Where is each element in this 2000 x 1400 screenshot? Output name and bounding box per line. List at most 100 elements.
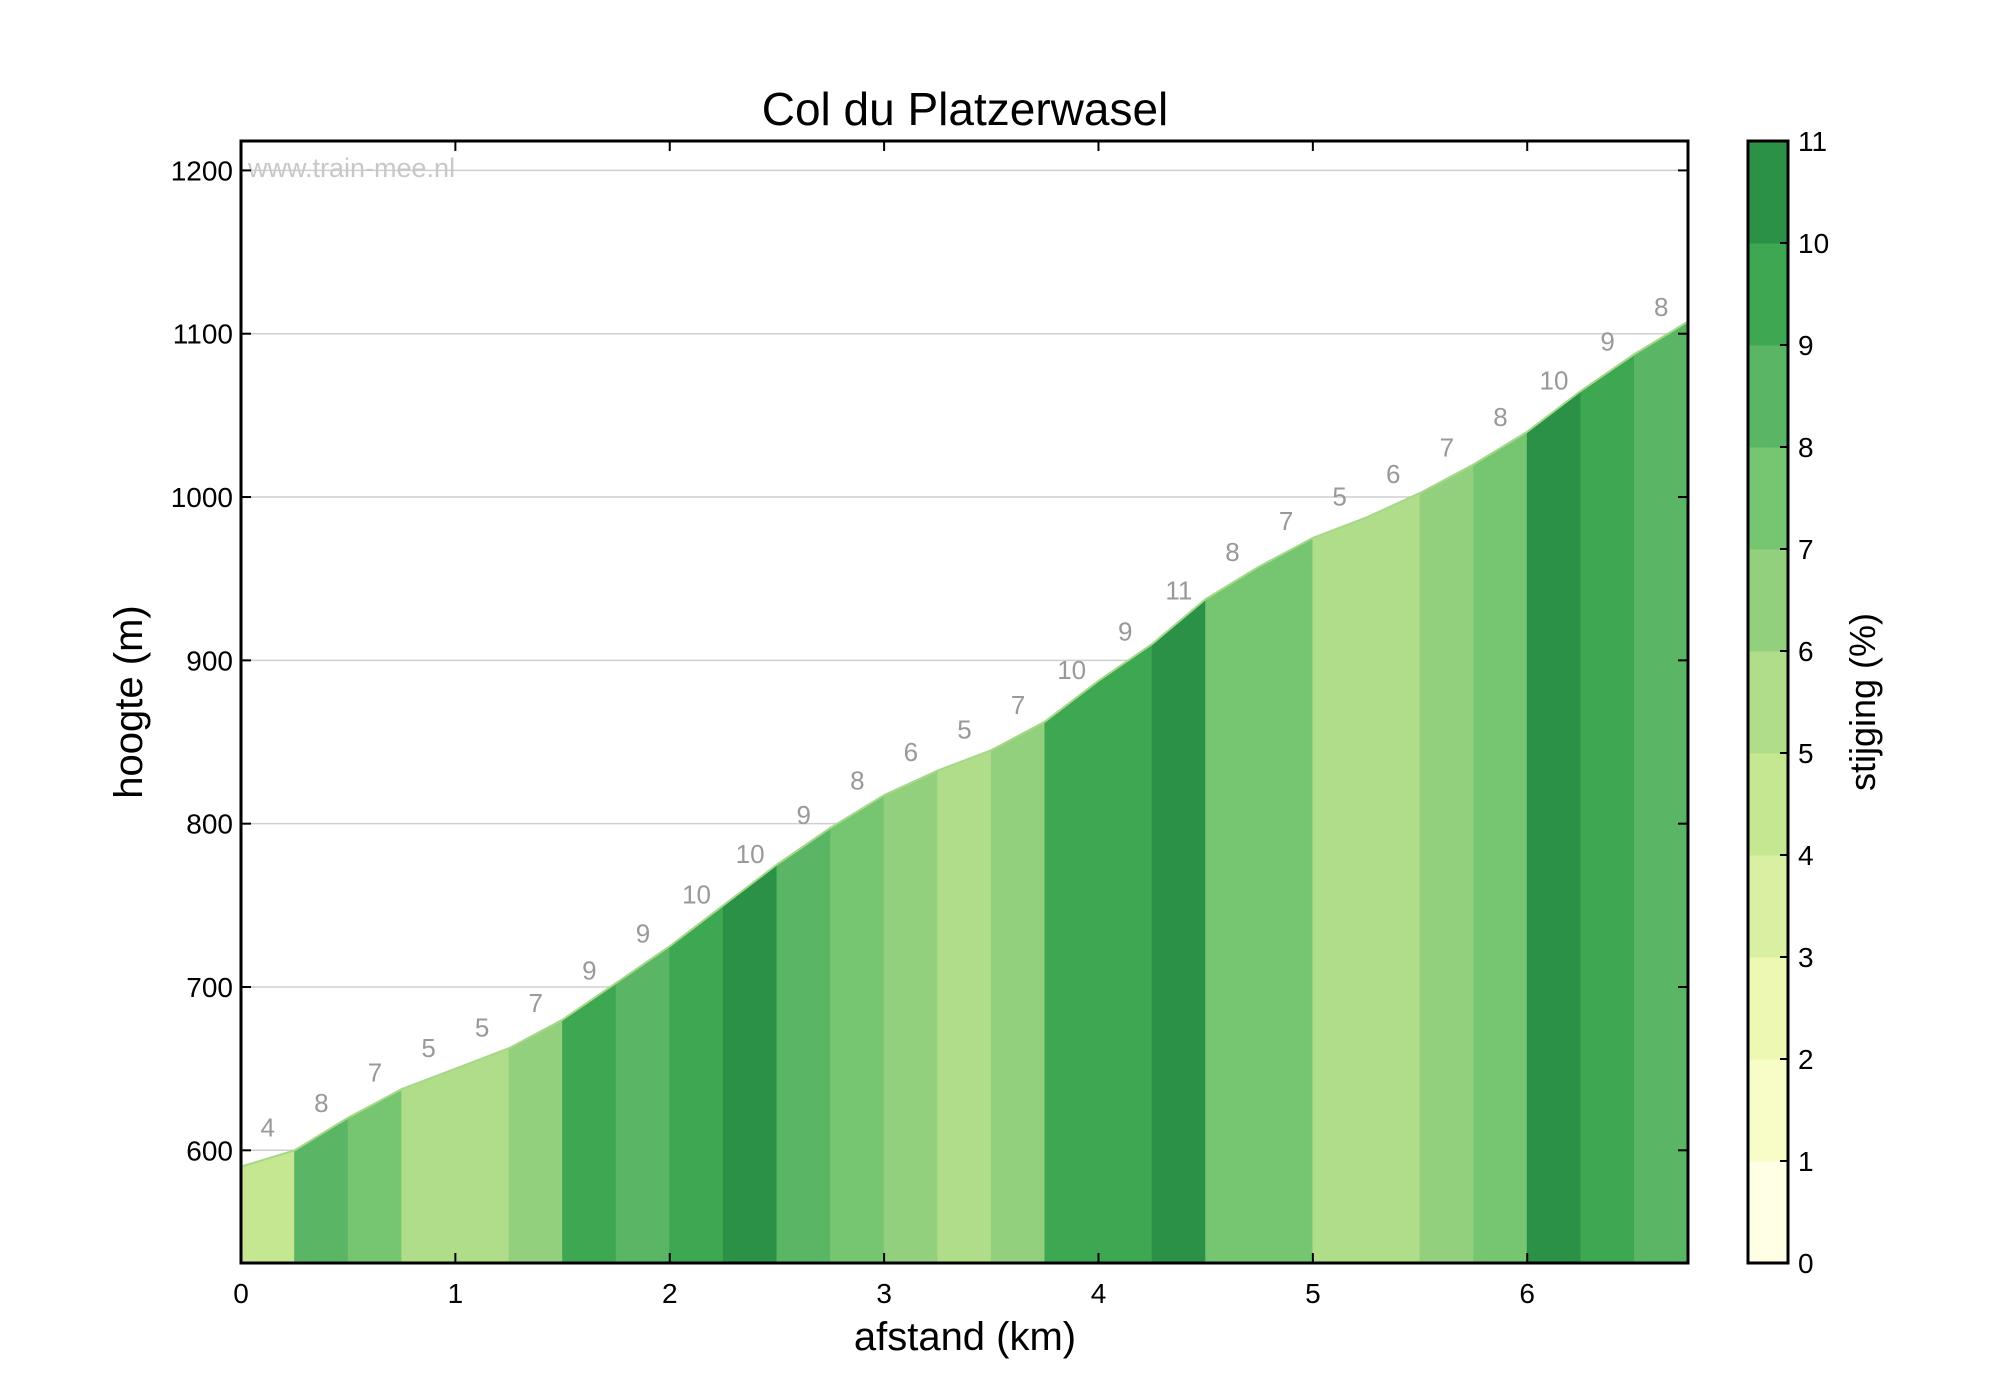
colorbar-label: stijging (%) xyxy=(1842,613,1883,791)
colorbar-bin xyxy=(1748,447,1788,550)
y-tick-label: 800 xyxy=(186,809,233,840)
gradient-segment xyxy=(776,826,831,1264)
gradient-label: 8 xyxy=(1225,537,1239,567)
plot-frame xyxy=(239,139,1690,1265)
profile-line xyxy=(240,320,1689,1168)
gradient-label: 8 xyxy=(1654,292,1668,322)
x-axis-label: afstand (km) xyxy=(854,1315,1076,1359)
gradient-label: 4 xyxy=(261,1112,275,1142)
gradient-label: 5 xyxy=(421,1033,435,1063)
gradient-segment xyxy=(830,794,885,1264)
gradient-segments xyxy=(240,320,1689,1264)
gradient-segment xyxy=(1366,492,1421,1264)
colorbar-tick-label: 0 xyxy=(1798,1248,1814,1279)
axis-ticks: 0 1 2 3 4 5 6 600 700 800 900 1000 1100 1200 xyxy=(171,141,1688,1309)
gradient-segment xyxy=(508,1018,563,1264)
gradient-label: 9 xyxy=(1600,327,1614,357)
y-tick-label: 700 xyxy=(186,972,233,1003)
gradient-label: 6 xyxy=(904,737,918,767)
x-tick-label: 6 xyxy=(1519,1278,1535,1309)
watermark: www.train-mee.nl xyxy=(247,153,455,183)
gradient-label: 7 xyxy=(368,1057,382,1087)
gradient-segment xyxy=(1634,320,1689,1264)
gradient-segment xyxy=(562,982,617,1264)
y-axis-label: hoogte (m) xyxy=(107,605,151,798)
gradient-label: 7 xyxy=(1011,690,1025,720)
gradient-segment xyxy=(669,904,724,1264)
gradient-label: 5 xyxy=(957,714,971,744)
gradient-label: 10 xyxy=(736,839,765,869)
gradient-segment xyxy=(294,1116,349,1264)
x-tick-label: 1 xyxy=(448,1278,464,1309)
chart-title: Col du Platzerwasel xyxy=(762,83,1169,135)
x-tick-label: 0 xyxy=(233,1278,249,1309)
gradient-segment xyxy=(883,769,939,1264)
x-tick-label: 4 xyxy=(1091,1278,1107,1309)
y-tick-label: 1200 xyxy=(171,155,233,186)
colorbar-bin xyxy=(1748,549,1788,652)
gradient-labels: 4 8 7 5 5 7 9 9 10 10 9 8 6 5 7 10 9 11 8 7 5 6 7 8 10 9 8 xyxy=(261,292,1669,1143)
gradient-segment xyxy=(990,720,1046,1264)
colorbar-tick-label: 3 xyxy=(1798,942,1814,973)
colorbar-tick-label: 2 xyxy=(1798,1044,1814,1075)
colorbar-bin xyxy=(1748,651,1788,754)
colorbar-bin xyxy=(1748,1059,1788,1162)
colorbar-tick-label: 5 xyxy=(1798,738,1814,769)
gradient-segment xyxy=(240,1149,295,1264)
colorbar-tick-label: 6 xyxy=(1798,636,1814,667)
gradient-segment xyxy=(1205,565,1260,1264)
colorbar-tick-label: 8 xyxy=(1798,432,1814,463)
colorbar-tick-label: 10 xyxy=(1798,228,1829,259)
gradient-segment xyxy=(1419,463,1475,1264)
colorbar-bin xyxy=(1748,345,1788,448)
colorbar-tick-label: 1 xyxy=(1798,1146,1814,1177)
colorbar-bin xyxy=(1748,855,1788,958)
colorbar-bin xyxy=(1748,957,1788,1060)
gradient-segment xyxy=(1151,598,1207,1264)
gradient-segment xyxy=(1098,643,1153,1264)
gradient-segment xyxy=(1258,537,1314,1264)
colorbar-tick-label: 7 xyxy=(1798,534,1814,565)
colorbar: 0 1 2 3 4 5 6 7 8 9 10 11 xyxy=(1746,126,1829,1279)
gradient-label: 9 xyxy=(1118,616,1132,646)
gradient-label: 9 xyxy=(796,800,810,830)
y-tick-label: 900 xyxy=(186,645,233,676)
colorbar-tick-label: 11 xyxy=(1798,126,1827,157)
colorbar-bin xyxy=(1748,753,1788,856)
gradient-label: 8 xyxy=(1493,402,1507,432)
gradient-label: 10 xyxy=(682,880,711,910)
colorbar-bin xyxy=(1748,243,1788,346)
gradient-segment xyxy=(401,1068,456,1264)
colorbar-tick-label: 9 xyxy=(1798,330,1814,361)
gradient-segment xyxy=(615,945,671,1264)
gradient-label: 8 xyxy=(850,765,864,795)
gradient-label: 7 xyxy=(529,988,543,1018)
gradient-label: 9 xyxy=(636,919,650,949)
gradient-label: 10 xyxy=(1540,365,1569,395)
gradient-label: 7 xyxy=(1279,506,1293,536)
gradient-segment xyxy=(1044,679,1099,1264)
colorbar-frame xyxy=(1746,139,1790,1265)
x-tick-label: 2 xyxy=(662,1278,678,1309)
y-tick-label: 600 xyxy=(186,1135,233,1166)
colorbar-bin xyxy=(1748,141,1788,244)
gradient-segment xyxy=(1526,390,1582,1264)
gradient-segment xyxy=(454,1047,510,1264)
gradient-label: 9 xyxy=(582,955,596,985)
gradient-label: 5 xyxy=(475,1012,489,1042)
colorbar-bin xyxy=(1748,1161,1788,1264)
gradient-segment xyxy=(1312,516,1367,1264)
x-tick-label: 5 xyxy=(1305,1278,1321,1309)
gradient-segment xyxy=(722,863,778,1264)
gradient-label: 10 xyxy=(1057,655,1086,685)
y-tick-label: 1000 xyxy=(171,482,233,513)
gradient-label: 8 xyxy=(314,1088,328,1118)
colorbar-tick-label: 4 xyxy=(1798,840,1814,871)
y-tick-label: 1100 xyxy=(173,319,233,350)
gradient-label: 7 xyxy=(1440,433,1454,463)
gradient-label: 11 xyxy=(1165,576,1192,606)
gradient-segment xyxy=(1580,353,1635,1264)
gradient-segment xyxy=(937,749,992,1264)
x-tick-label: 3 xyxy=(876,1278,892,1309)
gradient-label: 5 xyxy=(1332,482,1346,512)
